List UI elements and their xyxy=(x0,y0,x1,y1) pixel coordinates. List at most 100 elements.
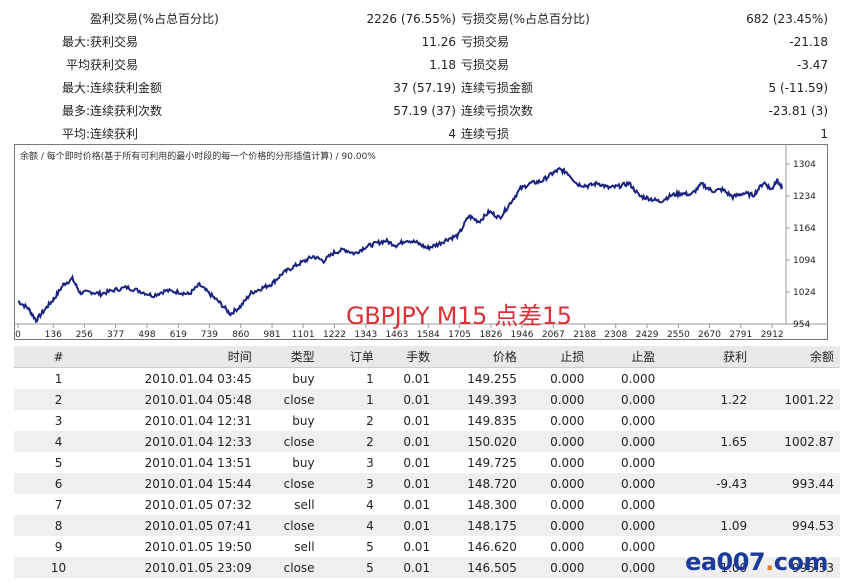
summary-value: 37 (57.19) xyxy=(393,81,456,95)
site-watermark-part2: com xyxy=(773,548,829,576)
col-order-cell: 5 xyxy=(320,557,380,578)
header-col-time[interactable]: 时间 xyxy=(103,346,258,368)
col-order-cell: 3 xyxy=(366,455,374,470)
summary-label: 连续亏损金额 xyxy=(461,81,534,95)
y-tick-label: 1024 xyxy=(793,288,816,298)
summary-value: 2226 (76.55%) xyxy=(366,12,456,26)
col-num-cell: 5 xyxy=(54,455,63,470)
summary-row: 平均: 连续获利 4 连续亏损 1 xyxy=(0,123,842,146)
col-price-cell: 146.505 xyxy=(436,557,523,578)
header-col-profit[interactable]: 获利 xyxy=(661,346,754,368)
summary-prefix: 最大: xyxy=(61,81,90,95)
header-col-balance[interactable]: 余额 xyxy=(753,346,840,368)
col-type-cell: close xyxy=(257,515,321,536)
col-profit-cell: -9.43 xyxy=(661,473,754,494)
x-tick-label: 256 xyxy=(76,330,93,340)
x-tick-label: 0 xyxy=(15,330,21,340)
col-tp-cell: 0.000 xyxy=(590,431,662,452)
table-row[interactable]: 10 2010.01.05 23:09 close 5 0.01 146.505 0.000… xyxy=(14,557,840,578)
x-tick-label: 2067 xyxy=(542,330,565,340)
col-profit-cell: 1.65 xyxy=(661,431,754,452)
table-row[interactable]: 2 2010.01.04 05:48 close 1 0.01 149.393 0.000 0… xyxy=(14,389,840,410)
x-tick-label: 1222 xyxy=(323,330,346,340)
header-col-order[interactable]: 订单 xyxy=(320,346,380,368)
summary-value: 1.18 xyxy=(429,58,456,72)
col-tp-cell: 0.000 xyxy=(620,539,656,554)
table-row[interactable]: 5 2010.01.04 13:51 buy 3 0.01 149.725 0.000 0.0… xyxy=(14,452,840,473)
col-order-cell: 2 xyxy=(320,431,380,452)
col-time-cell: 2010.01.04 13:51 xyxy=(144,455,252,470)
col-profit-cell: 1.00 xyxy=(661,557,754,578)
summary-label: 亏损交易(%占总百分比) xyxy=(461,12,590,26)
col-order-cell: 1 xyxy=(320,389,380,410)
col-price-cell: 148.300 xyxy=(467,497,517,512)
col-price-cell: 150.020 xyxy=(436,431,523,452)
x-tick-label: 2308 xyxy=(604,330,627,340)
table-row[interactable]: 6 2010.01.04 15:44 close 3 0.01 148.720 0.000 0… xyxy=(14,473,840,494)
table-row[interactable]: 1 2010.01.04 03:45 buy 1 0.01 149.255 0.000 0.0… xyxy=(14,368,840,390)
col-tp-cell: 0.000 xyxy=(590,515,662,536)
table-row[interactable]: 8 2010.01.05 07:41 close 4 0.01 148.175 0.000 0… xyxy=(14,515,840,536)
summary-row: 最大: 获利交易 11.26 亏损交易 -21.18 xyxy=(0,31,842,54)
table-row[interactable]: 7 2010.01.05 07:32 sell 4 0.01 148.300 0.000 0.… xyxy=(14,494,840,515)
col-num-cell: 10 xyxy=(14,557,104,578)
summary-value: -21.18 xyxy=(789,35,828,49)
x-tick-label: 377 xyxy=(107,330,124,340)
col-type-cell: close xyxy=(257,473,321,494)
col-balance-cell: 994.53 xyxy=(753,515,840,536)
summary-prefix: 平均 xyxy=(65,58,90,72)
header-col-price[interactable]: 价格 xyxy=(436,346,523,368)
x-tick-label: 1101 xyxy=(292,330,315,340)
x-tick-label: 1584 xyxy=(417,330,440,340)
summary-prefix: 最大: xyxy=(61,35,90,49)
y-tick-label: 1164 xyxy=(793,224,816,234)
col-time-cell: 2010.01.05 07:41 xyxy=(103,515,258,536)
col-sl-cell: 0.000 xyxy=(550,455,585,470)
header-col-lots[interactable]: 手数 xyxy=(379,346,437,368)
col-order-cell: 3 xyxy=(320,473,380,494)
summary-prefix: 平均: xyxy=(61,127,90,141)
summary-value: -23.81 (3) xyxy=(768,104,829,118)
trades-table: # 时间 类型 订单 手数 价格 止损 止盈 获利 余额 1 2010.01.04 03:45 buy… xyxy=(14,346,840,578)
site-watermark-dot: . xyxy=(765,548,774,576)
summary-label: 亏损交易 xyxy=(461,35,510,49)
header-col-tp[interactable]: 止盈 xyxy=(590,346,662,368)
col-price-cell: 149.835 xyxy=(467,413,517,428)
col-type-cell: close xyxy=(257,431,321,452)
col-lots-cell: 0.01 xyxy=(379,431,437,452)
x-tick-label: 1343 xyxy=(354,330,377,340)
x-tick-label: 2550 xyxy=(667,330,690,340)
summary-label: 获利交易 xyxy=(90,35,139,49)
summary-value: 57.19 (37) xyxy=(393,104,456,118)
header-col-sl[interactable]: 止损 xyxy=(522,346,591,368)
summary-stats: 盈利交易(%占总百分比) 2226 (76.55%) 亏损交易(%占总百分比) 682… xyxy=(0,8,842,146)
col-lots-cell: 0.01 xyxy=(379,473,437,494)
col-lots-cell: 0.01 xyxy=(403,455,431,470)
col-profit-cell xyxy=(661,494,753,515)
col-time-cell: 2010.01.05 23:09 xyxy=(103,557,258,578)
col-lots-cell: 0.01 xyxy=(403,497,431,512)
col-price-cell: 149.255 xyxy=(467,371,517,386)
header-col-type[interactable]: 类型 xyxy=(257,346,321,368)
col-tp-cell: 0.000 xyxy=(620,371,656,386)
col-num-cell: 1 xyxy=(54,371,63,386)
table-row[interactable]: 3 2010.01.04 12:31 buy 2 0.01 149.835 0.000 0.0… xyxy=(14,410,840,431)
col-sl-cell: 0.000 xyxy=(550,371,585,386)
summary-label: 亏损交易 xyxy=(461,58,510,72)
col-sl-cell: 0.000 xyxy=(522,557,591,578)
header-col-num[interactable]: # xyxy=(14,346,104,368)
balance-line xyxy=(17,166,783,324)
x-tick-label: 619 xyxy=(170,330,187,340)
table-row[interactable]: 9 2010.01.05 19:50 sell 5 0.01 146.620 0.000 0.… xyxy=(14,536,840,557)
col-type-cell: buy xyxy=(292,455,315,470)
col-profit-cell: 1.22 xyxy=(661,389,754,410)
site-watermark: ea007.com xyxy=(685,548,828,576)
col-type-cell: close xyxy=(257,389,321,410)
table-row[interactable]: 4 2010.01.04 12:33 close 2 0.01 150.020 0.000 0… xyxy=(14,431,840,452)
col-balance-cell: 1002.87 xyxy=(753,431,840,452)
summary-prefix: 最多: xyxy=(61,104,90,118)
balance-chart: 1304 1234 1164 1094 1024 954 0 136 256 377 498 619 7… xyxy=(14,144,828,340)
summary-value: 5 (-11.59) xyxy=(768,81,829,95)
col-time-cell: 2010.01.04 15:44 xyxy=(103,473,258,494)
col-sl-cell: 0.000 xyxy=(522,389,591,410)
